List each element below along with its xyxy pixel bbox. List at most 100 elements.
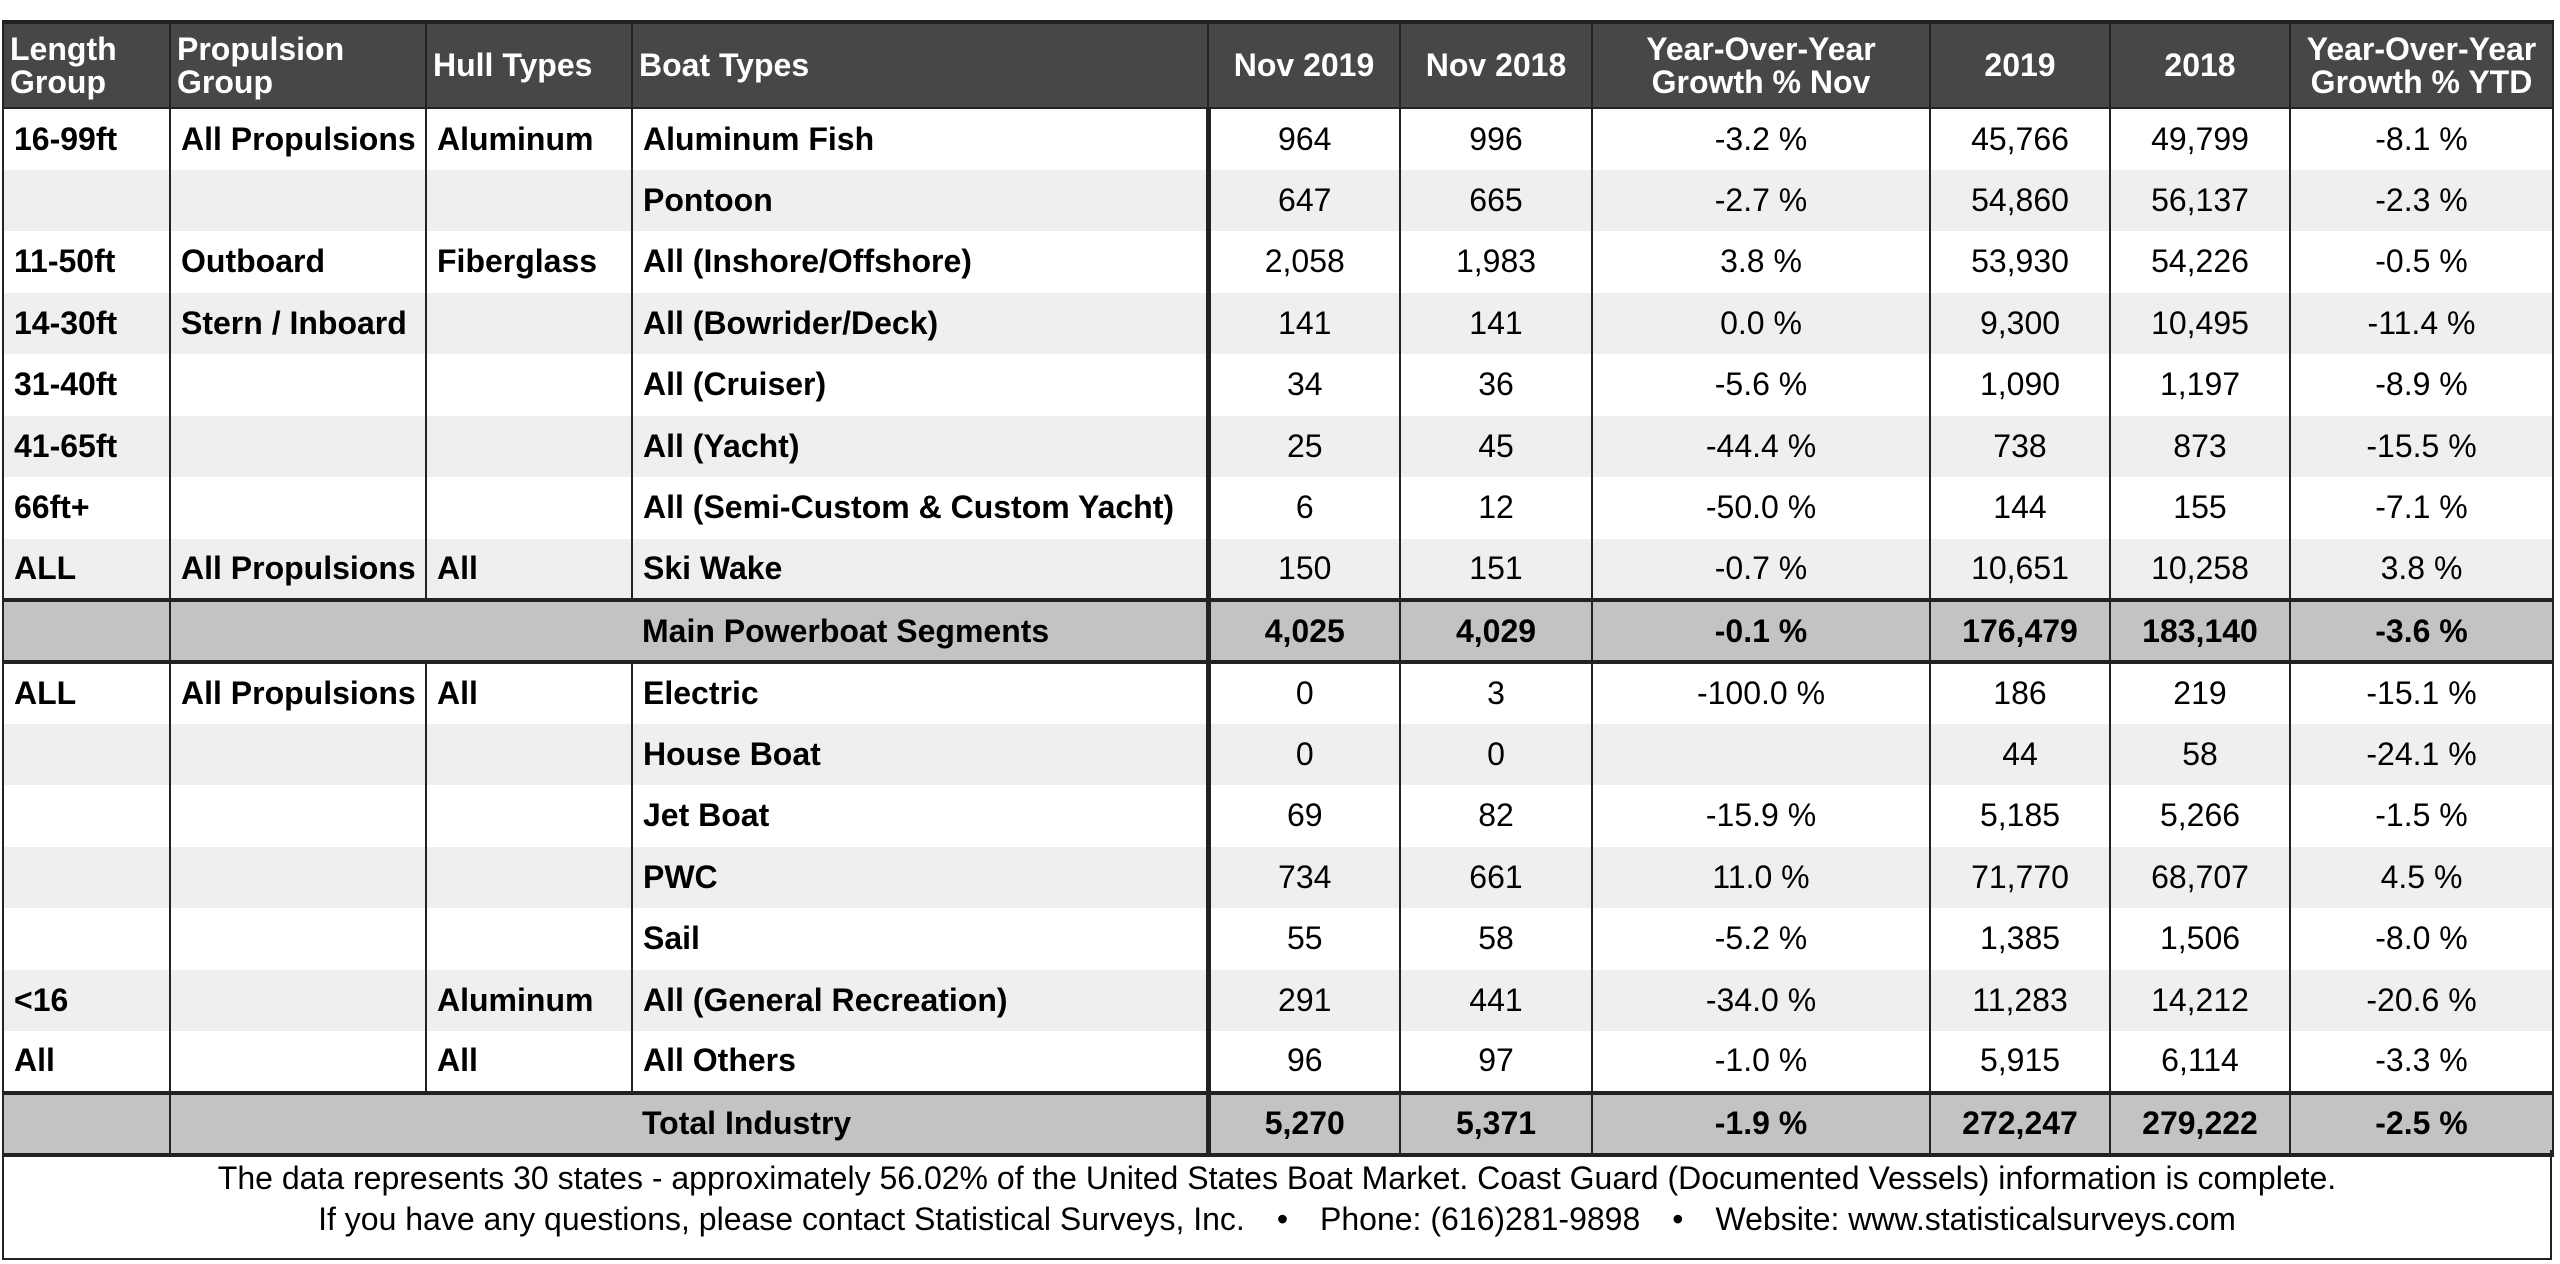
footer-line-1: The data represents 30 states - approxim… bbox=[217, 1160, 2337, 1196]
cell-nov-2019: 141 bbox=[1208, 292, 1401, 354]
cell-nov-2018: 36 bbox=[1400, 354, 1593, 416]
cell-yoy-growth-nov: -1.0 % bbox=[1592, 1031, 1931, 1093]
subtotal-blank bbox=[170, 598, 426, 664]
total-label: Total Industry bbox=[632, 1090, 1211, 1157]
cell-yoy-growth-ytd: -3.3 % bbox=[2290, 1031, 2554, 1093]
header-2018: 2018 bbox=[2109, 20, 2291, 109]
table-row: Jet Boat 69 82 -15.9 % 5,185 5,266 -1.5 % bbox=[2, 785, 2554, 847]
cell-2018: 6,114 bbox=[2110, 1031, 2291, 1093]
cell-hull-type bbox=[426, 908, 633, 970]
cell-yoy-growth-ytd: -8.9 % bbox=[2290, 354, 2554, 416]
table-row: 14-30ft Stern / Inboard All (Bowrider/Deck… bbox=[2, 292, 2554, 354]
cell-boat-type: All (Bowrider/Deck) bbox=[632, 292, 1211, 354]
cell-length-group bbox=[2, 723, 171, 785]
cell-hull-type: All bbox=[426, 538, 633, 600]
cell-hull-type bbox=[426, 477, 633, 539]
cell-2019: 5,185 bbox=[1930, 785, 2111, 847]
cell-nov-2018: 0 bbox=[1400, 723, 1593, 785]
cell-yoy-growth-ytd: 4.5 % bbox=[2290, 846, 2554, 908]
cell-nov-2019: 69 bbox=[1208, 785, 1401, 847]
cell-propulsion-group bbox=[170, 785, 427, 847]
cell-yoy-growth-nov: -50.0 % bbox=[1592, 477, 1931, 539]
cell-length-group: 41-65ft bbox=[2, 415, 171, 477]
cell-yoy-growth-ytd: -15.5 % bbox=[2290, 415, 2554, 477]
cell-2018: 10,495 bbox=[2110, 292, 2291, 354]
cell-yoy-growth-nov bbox=[1592, 723, 1931, 785]
cell-propulsion-group: Stern / Inboard bbox=[170, 292, 427, 354]
cell-2018: 219 bbox=[2110, 662, 2291, 724]
table-row: Pontoon 647 665 -2.7 % 54,860 56,137 -2.3 % bbox=[2, 169, 2554, 231]
header-yoy-growth-nov: Year-Over-Year Growth % Nov bbox=[1591, 20, 1931, 109]
cell-yoy-growth-ytd: 3.8 % bbox=[2290, 538, 2554, 600]
cell-nov-2019: 34 bbox=[1208, 354, 1401, 416]
cell-boat-type: All (Inshore/Offshore) bbox=[632, 231, 1211, 293]
table-row: 31-40ft All (Cruiser) 34 36 -5.6 % 1,090 1,197… bbox=[2, 354, 2554, 416]
cell-yoy-growth-nov: -5.2 % bbox=[1592, 908, 1931, 970]
main-segments-body: 16-99ft All Propulsions Aluminum Aluminum F… bbox=[2, 108, 2554, 600]
bullet-separator: • bbox=[1672, 1201, 1684, 1237]
cell-hull-type bbox=[426, 292, 633, 354]
cell-hull-type bbox=[426, 169, 633, 231]
cell-propulsion-group bbox=[170, 723, 427, 785]
subtotal-2018: 183,140 bbox=[2110, 598, 2291, 664]
cell-yoy-growth-nov: -100.0 % bbox=[1592, 662, 1931, 724]
cell-propulsion-group: All Propulsions bbox=[170, 662, 427, 724]
cell-boat-type: PWC bbox=[632, 846, 1211, 908]
table-row: <16 Aluminum All (General Recreation) 291 44… bbox=[2, 969, 2554, 1031]
cell-2018: 68,707 bbox=[2110, 846, 2291, 908]
header-hull-types: Hull Types bbox=[425, 20, 633, 109]
cell-yoy-growth-nov: 0.0 % bbox=[1592, 292, 1931, 354]
cell-2018: 58 bbox=[2110, 723, 2291, 785]
cell-length-group: ALL bbox=[2, 662, 171, 724]
cell-nov-2018: 141 bbox=[1400, 292, 1593, 354]
cell-yoy-growth-ytd: -7.1 % bbox=[2290, 477, 2554, 539]
cell-yoy-growth-ytd: -8.1 % bbox=[2290, 108, 2554, 170]
header-nov-2019: Nov 2019 bbox=[1207, 20, 1401, 109]
total-blank bbox=[2, 1090, 171, 1157]
cell-2018: 1,197 bbox=[2110, 354, 2291, 416]
cell-yoy-growth-ytd: -2.3 % bbox=[2290, 169, 2554, 231]
cell-nov-2018: 97 bbox=[1400, 1031, 1593, 1093]
cell-yoy-growth-ytd: -1.5 % bbox=[2290, 785, 2554, 847]
cell-2019: 44 bbox=[1930, 723, 2111, 785]
total-nov2018: 5,371 bbox=[1400, 1090, 1593, 1157]
header-2019: 2019 bbox=[1929, 20, 2111, 109]
cell-propulsion-group: All Propulsions bbox=[170, 108, 427, 170]
cell-2019: 11,283 bbox=[1930, 969, 2111, 1031]
table-row: ALL All Propulsions All Electric 0 3 -100.0 % 1… bbox=[2, 662, 2554, 724]
cell-boat-type: Pontoon bbox=[632, 169, 1211, 231]
cell-hull-type bbox=[426, 785, 633, 847]
cell-length-group bbox=[2, 169, 171, 231]
subtotal-yoy-ytd: -3.6 % bbox=[2290, 598, 2554, 664]
total-nov2019: 5,270 bbox=[1208, 1090, 1401, 1157]
cell-nov-2018: 996 bbox=[1400, 108, 1593, 170]
subtotal-row: Main Powerboat Segments 4,025 4,029 -0.1… bbox=[2, 598, 2554, 664]
cell-yoy-growth-nov: 3.8 % bbox=[1592, 231, 1931, 293]
cell-nov-2018: 58 bbox=[1400, 908, 1593, 970]
total-yoy-ytd: -2.5 % bbox=[2290, 1090, 2554, 1157]
total-2018: 279,222 bbox=[2110, 1090, 2291, 1157]
table-row: House Boat 0 0 44 58 -24.1 % bbox=[2, 723, 2554, 785]
subtotal-nov2018: 4,029 bbox=[1400, 598, 1593, 664]
cell-2018: 155 bbox=[2110, 477, 2291, 539]
cell-boat-type: All (Semi-Custom & Custom Yacht) bbox=[632, 477, 1211, 539]
cell-yoy-growth-nov: -44.4 % bbox=[1592, 415, 1931, 477]
subtotal-blank bbox=[2, 598, 171, 664]
cell-yoy-growth-nov: -3.2 % bbox=[1592, 108, 1931, 170]
cell-2018: 1,506 bbox=[2110, 908, 2291, 970]
header-yoy-growth-ytd: Year-Over-Year Growth % YTD bbox=[2289, 20, 2554, 109]
cell-yoy-growth-ytd: -20.6 % bbox=[2290, 969, 2554, 1031]
subtotal-2019: 176,479 bbox=[1930, 598, 2111, 664]
footer-note: The data represents 30 states - approxim… bbox=[2, 1150, 2552, 1260]
cell-nov-2019: 0 bbox=[1208, 723, 1401, 785]
cell-nov-2018: 661 bbox=[1400, 846, 1593, 908]
total-blank bbox=[426, 1090, 632, 1157]
cell-propulsion-group bbox=[170, 846, 427, 908]
cell-length-group: ALL bbox=[2, 538, 171, 600]
cell-boat-type: Electric bbox=[632, 662, 1211, 724]
cell-nov-2019: 291 bbox=[1208, 969, 1401, 1031]
cell-2018: 54,226 bbox=[2110, 231, 2291, 293]
cell-yoy-growth-nov: -0.7 % bbox=[1592, 538, 1931, 600]
cell-length-group: 31-40ft bbox=[2, 354, 171, 416]
